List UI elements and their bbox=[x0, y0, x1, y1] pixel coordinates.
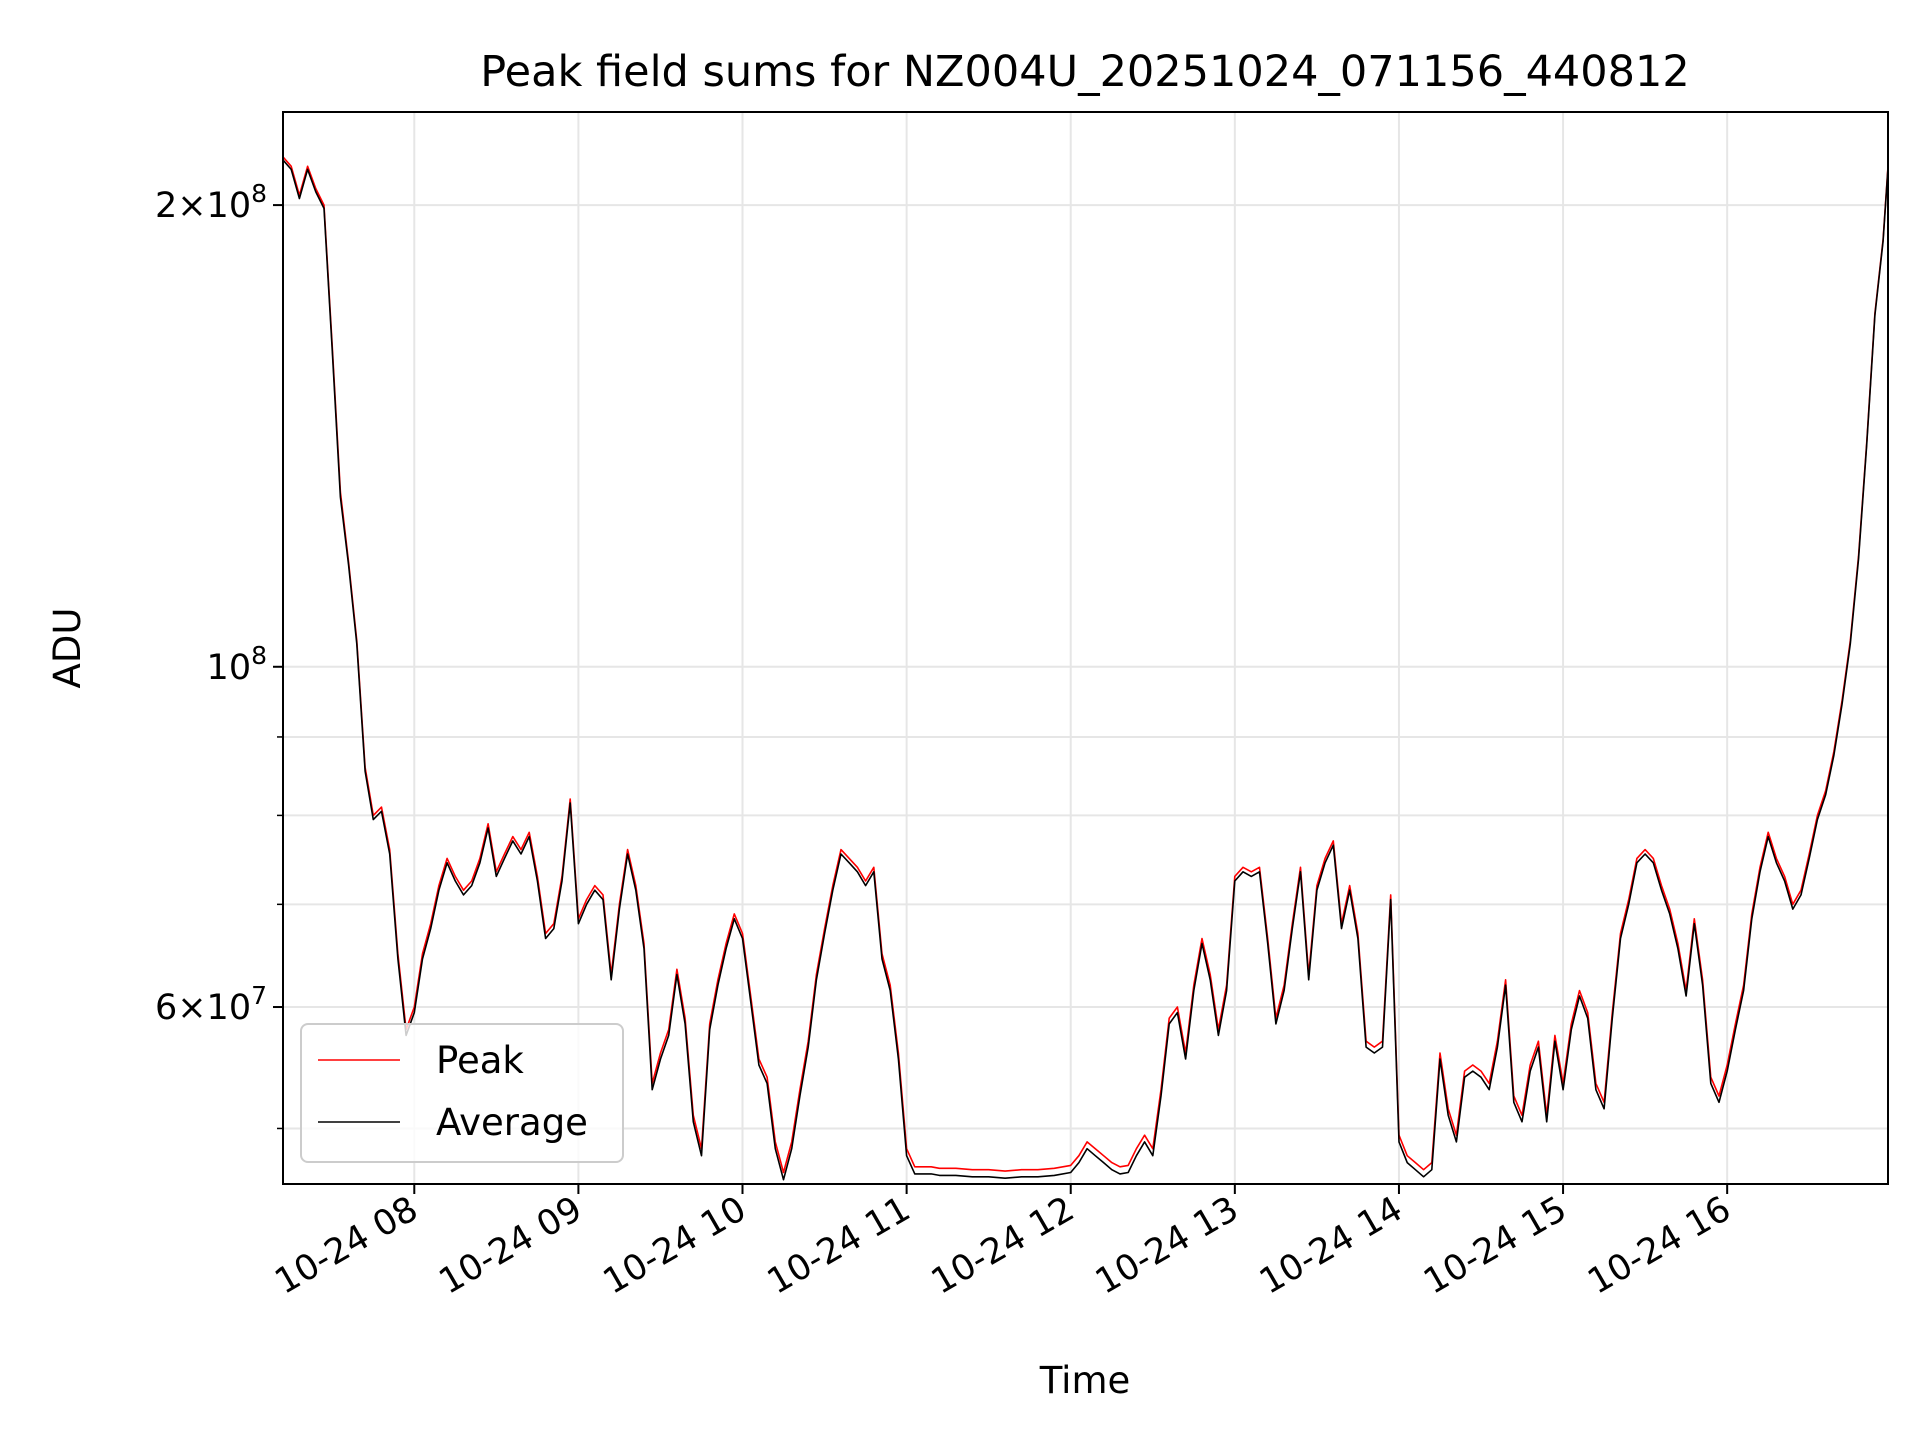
y-tick-label: 6×107 bbox=[155, 981, 267, 1028]
y-tick-label: 2×108 bbox=[155, 179, 267, 226]
legend-label-average: Average bbox=[436, 1101, 588, 1144]
x-axis-label: Time bbox=[1039, 1359, 1131, 1402]
legend-label-peak: Peak bbox=[436, 1039, 524, 1082]
series-line-average bbox=[283, 159, 1888, 1181]
chart-title: Peak field sums for NZ004U_20251024_0711… bbox=[480, 47, 1689, 97]
grid bbox=[283, 112, 1888, 1184]
y-axis: 2×108 108 6×107 bbox=[155, 179, 283, 1130]
y-axis-label: ADU bbox=[46, 608, 89, 689]
legend-box bbox=[300, 1023, 624, 1163]
plot-frame bbox=[282, 111, 1889, 1185]
legend: Peak Average bbox=[300, 1023, 624, 1163]
y-tick-label: 108 bbox=[207, 641, 267, 688]
series-layer bbox=[283, 156, 1888, 1181]
